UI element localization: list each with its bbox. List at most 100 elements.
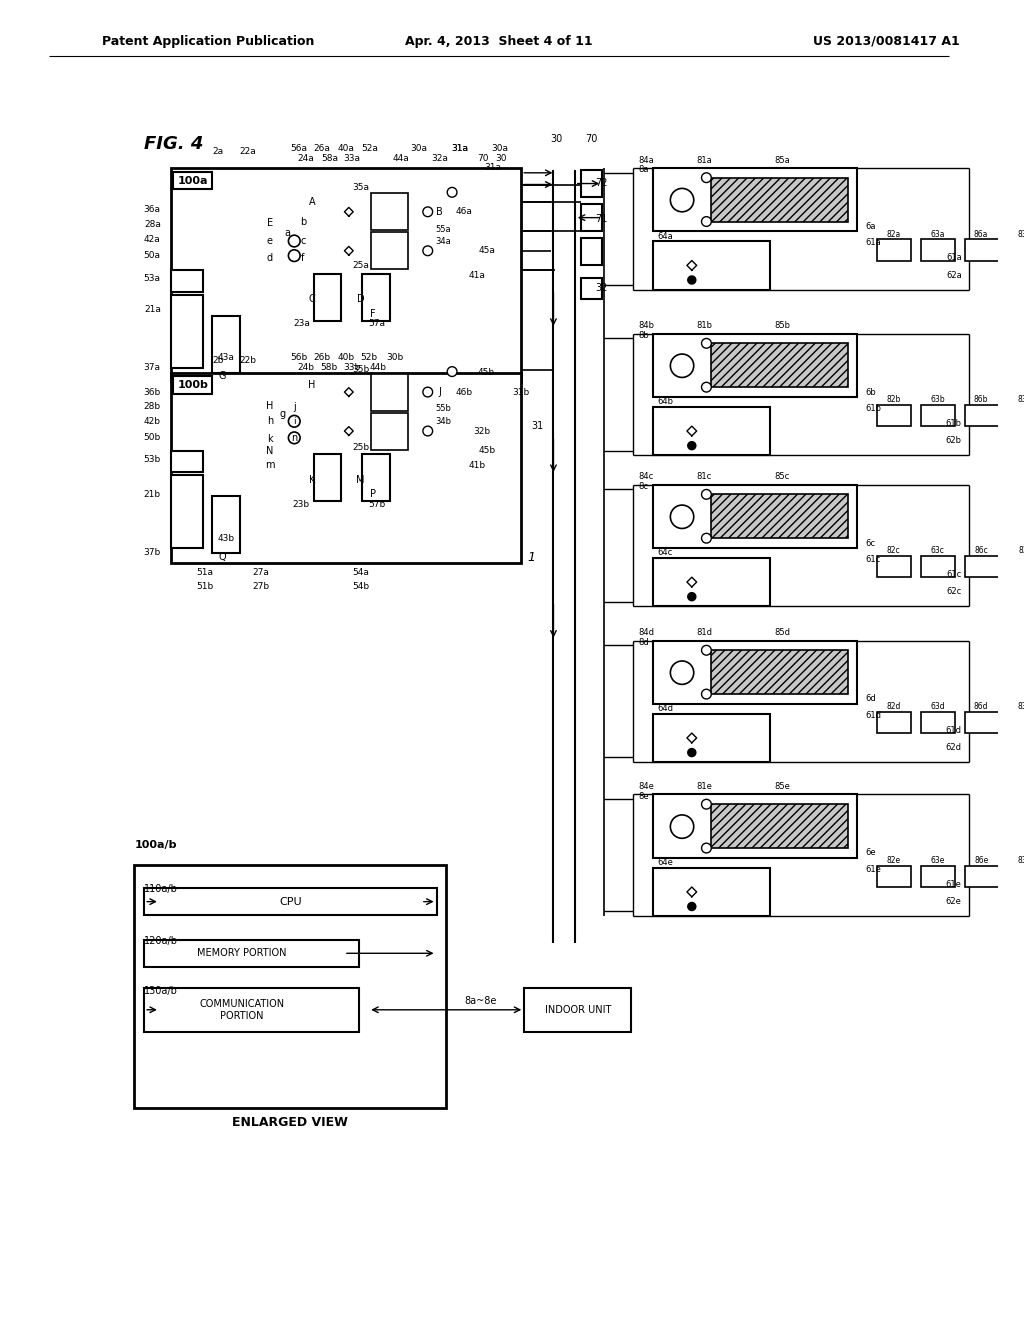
Text: Patent Application Publication: Patent Application Publication xyxy=(102,34,314,48)
Text: 50b: 50b xyxy=(143,433,161,442)
Bar xyxy=(171,168,521,383)
Circle shape xyxy=(688,442,695,450)
Circle shape xyxy=(701,533,712,543)
Text: 8e: 8e xyxy=(638,792,649,801)
Bar xyxy=(1009,556,1024,577)
Text: 8b: 8b xyxy=(638,331,649,341)
Text: 54b: 54b xyxy=(352,582,369,591)
Text: 34b: 34b xyxy=(435,417,452,426)
Text: 34a: 34a xyxy=(435,236,452,246)
Text: 83d: 83d xyxy=(1018,702,1024,711)
Text: ENLARGED VIEW: ENLARGED VIEW xyxy=(232,1117,348,1130)
Text: 82d: 82d xyxy=(887,702,901,711)
Text: 21b: 21b xyxy=(143,490,161,499)
Text: f: f xyxy=(301,252,305,263)
Text: 54a: 54a xyxy=(352,568,369,577)
Circle shape xyxy=(671,661,693,684)
Text: 51a: 51a xyxy=(197,568,213,577)
Bar xyxy=(171,450,203,473)
Text: FIG. 4: FIG. 4 xyxy=(144,135,204,153)
Bar xyxy=(171,271,203,292)
Bar xyxy=(653,168,857,231)
Text: 6c: 6c xyxy=(865,539,876,548)
Bar xyxy=(965,866,998,887)
Text: 46b: 46b xyxy=(456,388,472,396)
Circle shape xyxy=(701,383,712,392)
Bar xyxy=(965,405,998,426)
Bar xyxy=(362,275,390,321)
Circle shape xyxy=(447,367,457,376)
Text: 45b: 45b xyxy=(478,446,496,455)
Bar xyxy=(712,178,848,222)
Bar xyxy=(313,275,341,321)
Text: 45a: 45a xyxy=(479,247,496,255)
Text: k: k xyxy=(267,434,272,444)
Text: m: m xyxy=(265,461,274,470)
Bar xyxy=(171,294,203,368)
Text: 81a: 81a xyxy=(696,156,713,165)
Text: 41b: 41b xyxy=(469,461,486,470)
Text: 63e: 63e xyxy=(930,857,944,865)
Text: 40b: 40b xyxy=(337,354,354,363)
Text: 62e: 62e xyxy=(946,898,962,906)
Bar xyxy=(581,238,602,265)
Text: 81d: 81d xyxy=(696,628,713,638)
Text: 23b: 23b xyxy=(293,499,310,508)
Circle shape xyxy=(423,387,432,397)
Text: 40a: 40a xyxy=(338,144,354,153)
Text: d: d xyxy=(267,252,273,263)
Bar xyxy=(877,239,911,260)
Circle shape xyxy=(701,216,712,227)
Text: 25a: 25a xyxy=(352,261,369,269)
Text: INDOOR UNIT: INDOOR UNIT xyxy=(545,1005,611,1015)
Bar xyxy=(144,989,358,1032)
Text: 32b: 32b xyxy=(474,426,490,436)
Text: 61a: 61a xyxy=(946,253,962,263)
Bar xyxy=(653,867,770,916)
Text: g: g xyxy=(280,409,286,420)
Text: 37a: 37a xyxy=(143,363,161,372)
Bar xyxy=(372,413,409,450)
Text: h: h xyxy=(267,416,273,426)
Circle shape xyxy=(701,338,712,348)
Text: 30a: 30a xyxy=(492,144,508,153)
Text: 22a: 22a xyxy=(240,147,256,156)
Text: 83a: 83a xyxy=(1018,230,1024,239)
Text: 62c: 62c xyxy=(946,587,962,597)
Text: 55b: 55b xyxy=(435,404,452,413)
Circle shape xyxy=(671,354,693,378)
Bar xyxy=(653,334,857,397)
Text: 56a: 56a xyxy=(291,144,307,153)
Text: 30: 30 xyxy=(495,153,507,162)
Text: 86d: 86d xyxy=(974,702,988,711)
Text: 64c: 64c xyxy=(657,548,673,557)
Bar xyxy=(372,232,409,269)
Bar xyxy=(524,989,632,1032)
Text: 32a: 32a xyxy=(431,153,447,162)
Text: 85d: 85d xyxy=(774,628,791,638)
Bar xyxy=(212,496,240,553)
Text: 61b: 61b xyxy=(946,418,962,428)
Text: 31: 31 xyxy=(531,421,544,432)
Bar xyxy=(965,711,998,733)
Text: 8d: 8d xyxy=(638,638,649,647)
Bar xyxy=(173,172,212,189)
Text: 30a: 30a xyxy=(411,144,427,153)
Circle shape xyxy=(289,235,300,247)
Circle shape xyxy=(688,748,695,756)
Text: 6a: 6a xyxy=(865,222,876,231)
Text: 100a: 100a xyxy=(178,176,208,186)
Bar xyxy=(653,795,857,858)
Bar xyxy=(921,711,954,733)
Text: i: i xyxy=(293,417,296,426)
Text: e: e xyxy=(267,236,273,246)
Text: 24b: 24b xyxy=(297,363,314,372)
Text: H: H xyxy=(266,401,273,411)
Text: 1: 1 xyxy=(527,552,535,564)
Bar xyxy=(653,407,770,455)
Bar xyxy=(171,372,521,562)
Text: 72: 72 xyxy=(595,178,607,187)
Text: 84d: 84d xyxy=(638,628,654,638)
Text: 82b: 82b xyxy=(887,396,901,404)
Text: 86b: 86b xyxy=(974,396,988,404)
